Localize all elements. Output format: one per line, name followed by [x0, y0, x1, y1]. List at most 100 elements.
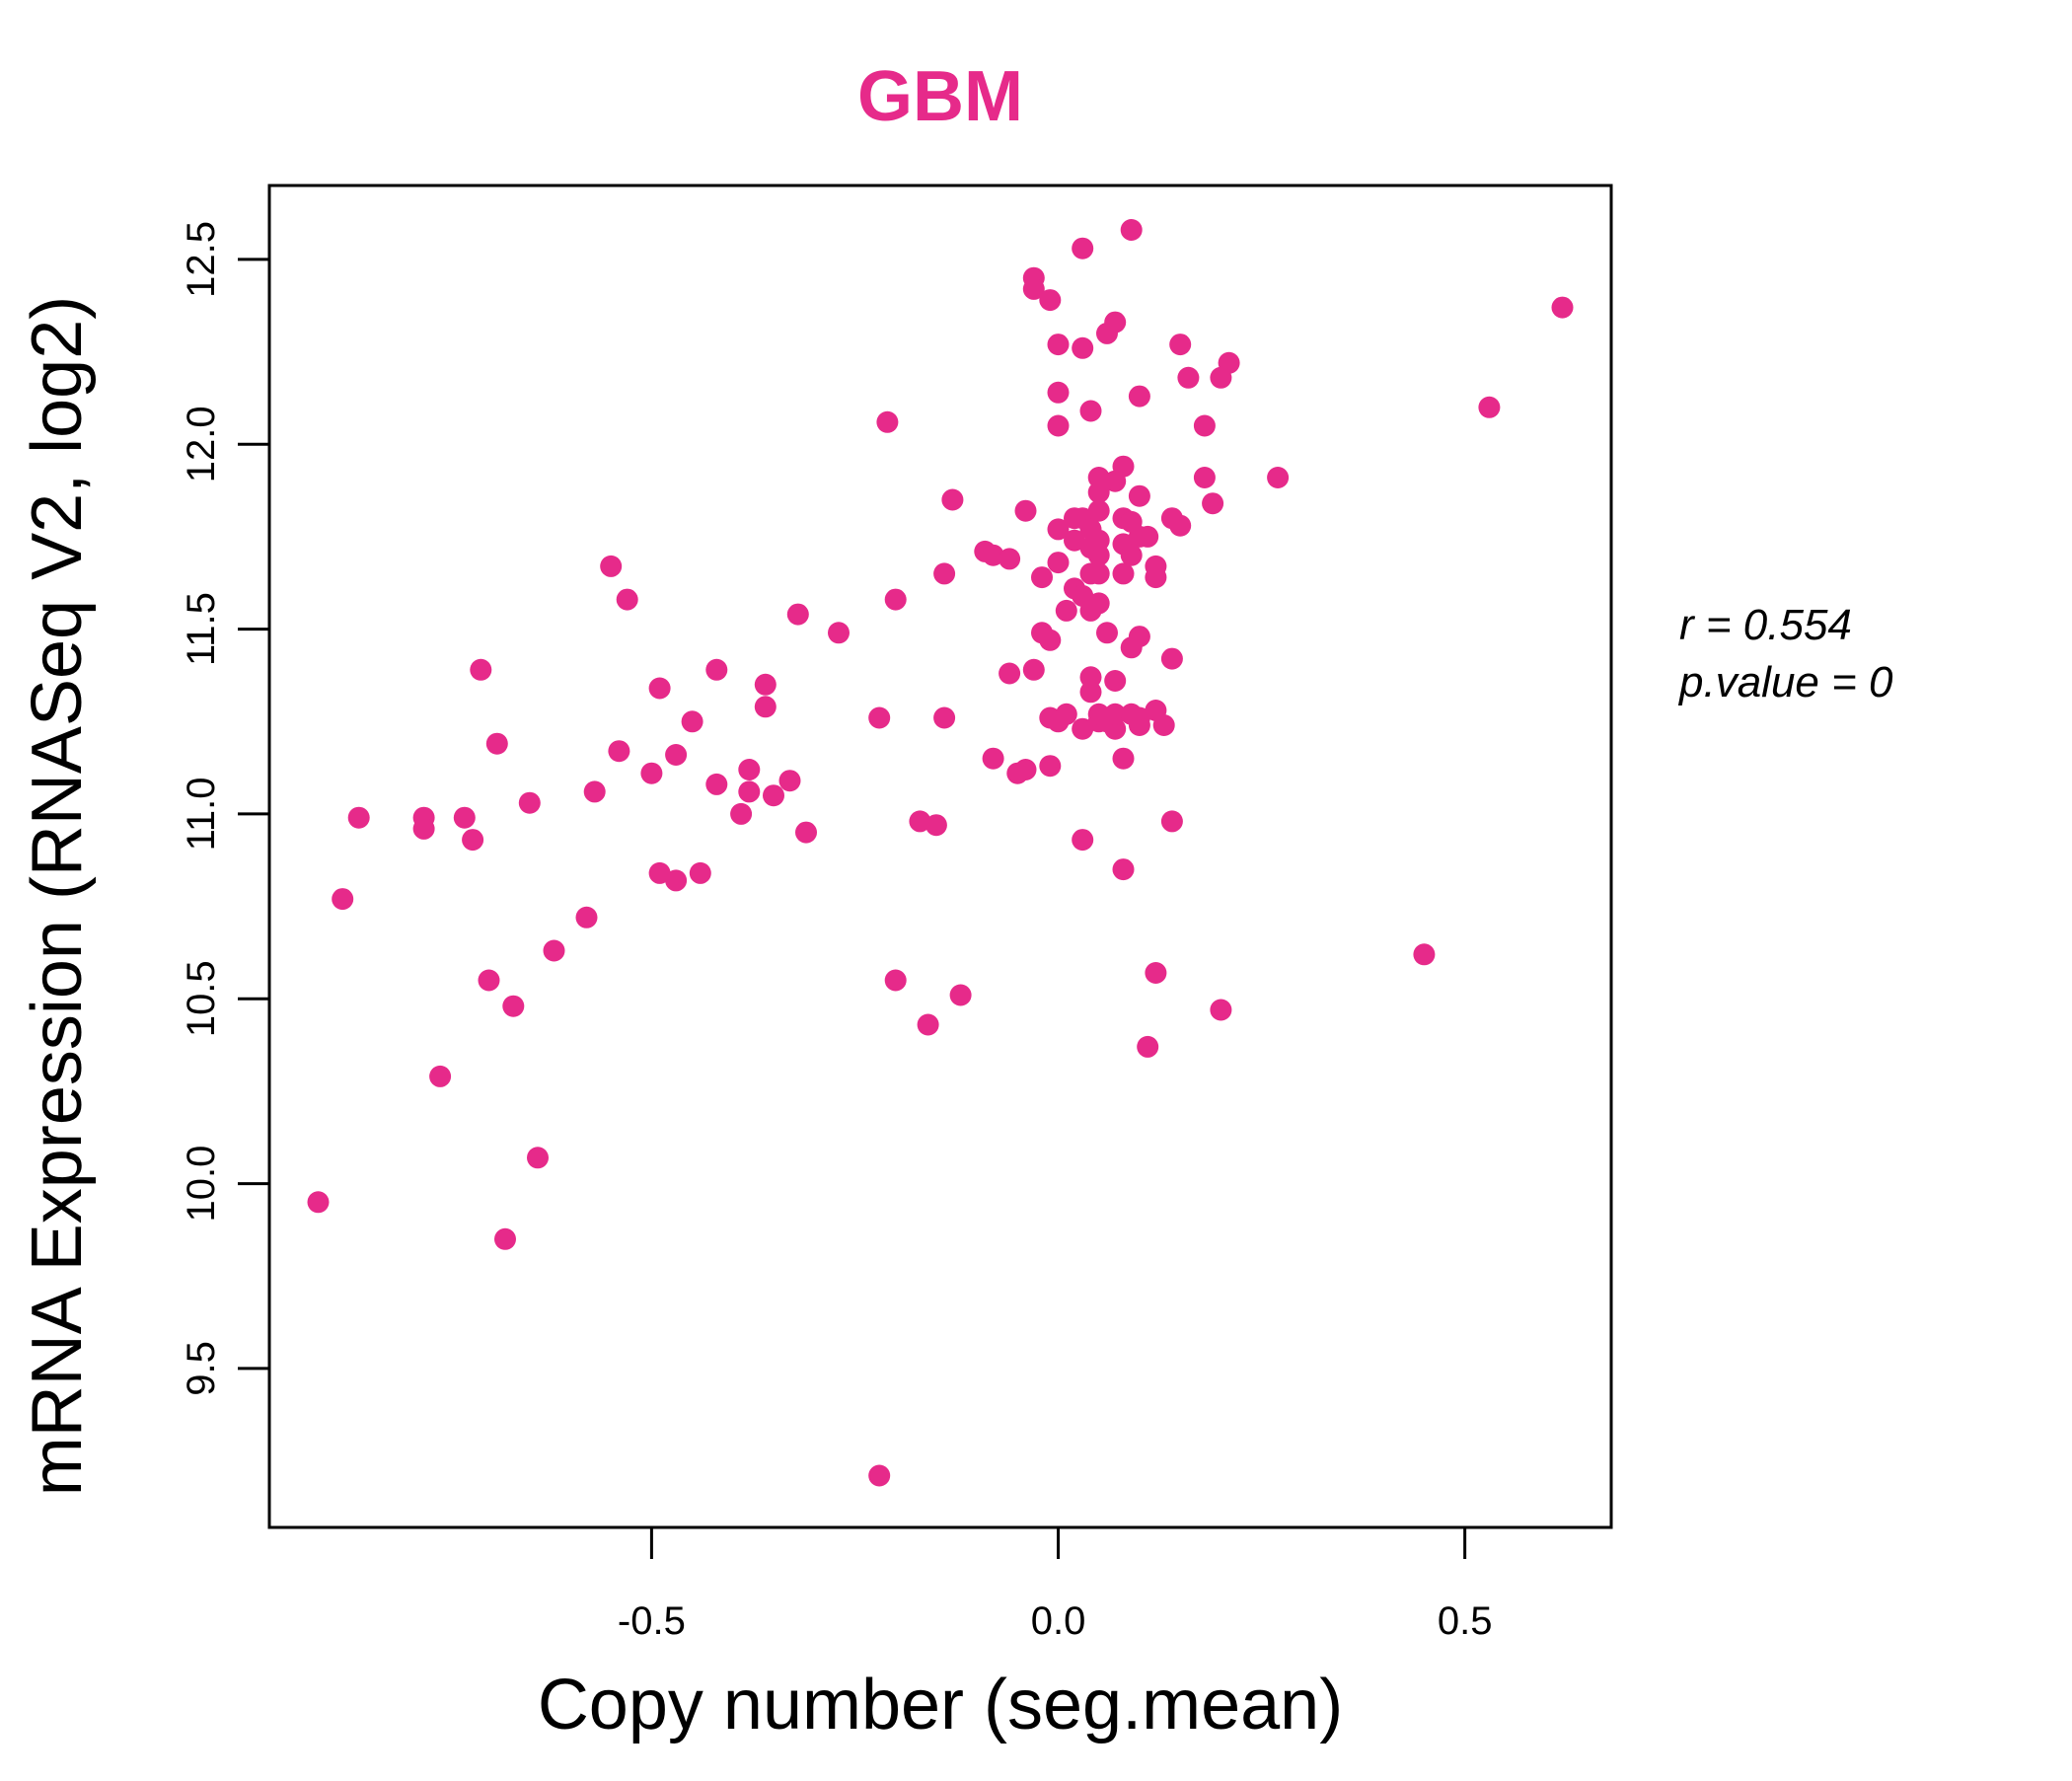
x-tick-label: -0.5	[618, 1599, 686, 1643]
data-point	[1177, 366, 1200, 389]
data-point	[1112, 455, 1135, 478]
data-point	[868, 1464, 891, 1487]
data-point	[1096, 622, 1118, 644]
data-point	[1128, 484, 1150, 507]
data-point	[1112, 858, 1135, 881]
data-point	[868, 706, 891, 729]
data-point	[1152, 714, 1175, 736]
data-point	[999, 548, 1021, 570]
data-point	[665, 744, 688, 766]
data-point	[1112, 747, 1135, 770]
data-point	[1104, 670, 1127, 692]
data-point	[470, 658, 492, 681]
data-point	[502, 995, 525, 1017]
data-point	[1087, 592, 1110, 615]
data-point	[1014, 499, 1037, 522]
data-point	[429, 1065, 452, 1087]
x-tick-label: 0.0	[1031, 1599, 1086, 1643]
data-point	[1413, 943, 1436, 966]
data-point	[941, 488, 964, 511]
data-point	[665, 869, 688, 892]
data-point	[1079, 400, 1102, 422]
data-point	[705, 773, 728, 795]
data-point	[909, 810, 931, 833]
y-tick-label: 11.0	[180, 777, 223, 851]
data-point	[933, 562, 956, 585]
y-tick-label: 12.5	[180, 221, 223, 298]
data-point	[1047, 414, 1070, 437]
data-point	[1014, 759, 1037, 780]
data-point	[1551, 296, 1574, 319]
data-point	[648, 861, 671, 884]
data-point	[949, 984, 972, 1006]
data-point	[1087, 499, 1110, 522]
data-point	[1202, 492, 1224, 515]
data-point	[778, 770, 801, 792]
data-point	[462, 829, 484, 852]
data-point	[1031, 566, 1053, 589]
data-point	[917, 1013, 939, 1036]
data-point	[583, 780, 606, 803]
y-tick-label: 10.5	[180, 960, 223, 1037]
data-point	[925, 814, 947, 837]
data-point	[1072, 237, 1094, 260]
data-point	[1104, 703, 1127, 725]
data-point	[884, 969, 907, 992]
data-point	[518, 791, 541, 814]
data-point	[1169, 514, 1192, 537]
data-point	[1039, 755, 1062, 778]
data-point	[608, 740, 630, 763]
x-axis: -0.5 0.0 0.5	[618, 1527, 1493, 1643]
data-point	[982, 747, 1004, 770]
data-point	[332, 888, 354, 911]
data-point	[575, 906, 598, 928]
data-point	[1267, 467, 1290, 488]
data-point	[705, 658, 728, 681]
data-point	[754, 673, 777, 696]
data-point	[1210, 999, 1232, 1021]
data-point	[1072, 829, 1094, 852]
plot-frame	[267, 184, 1613, 1529]
data-point	[1193, 467, 1216, 488]
data-point	[1128, 626, 1150, 648]
x-axis-title: Copy number (seg.mean)	[538, 1666, 1343, 1744]
data-point	[1145, 566, 1167, 589]
data-point	[1128, 706, 1150, 729]
data-point	[307, 1191, 330, 1214]
correlation-label: r = 0.554	[1679, 601, 1852, 649]
data-point	[884, 588, 907, 611]
data-point	[876, 410, 899, 433]
data-point	[1039, 629, 1062, 651]
data-point	[1104, 311, 1127, 334]
data-point	[478, 969, 500, 992]
p-value-label: p.value = 0	[1677, 658, 1893, 706]
data-point	[1087, 529, 1110, 552]
data-point	[1039, 289, 1062, 312]
data-point	[1055, 599, 1077, 622]
data-points	[307, 219, 1574, 1487]
data-point	[738, 759, 761, 780]
data-point	[933, 706, 956, 729]
data-point	[1478, 396, 1501, 418]
data-point	[1079, 681, 1102, 704]
data-point	[616, 588, 638, 611]
data-point	[527, 1147, 549, 1169]
data-point	[1072, 336, 1094, 359]
data-point	[1087, 482, 1110, 503]
data-point	[795, 821, 817, 844]
data-point	[999, 662, 1021, 685]
data-point	[763, 784, 784, 807]
data-point	[681, 710, 703, 733]
data-point	[730, 802, 753, 825]
data-point	[1145, 962, 1167, 984]
data-point	[754, 696, 777, 718]
data-point	[982, 544, 1004, 566]
chart-title: GBM	[857, 57, 1023, 136]
data-point	[600, 555, 623, 577]
data-point	[1120, 219, 1143, 241]
y-tick-label: 12.0	[180, 406, 223, 482]
data-point	[1047, 518, 1070, 541]
x-tick-label: 0.5	[1438, 1599, 1493, 1643]
